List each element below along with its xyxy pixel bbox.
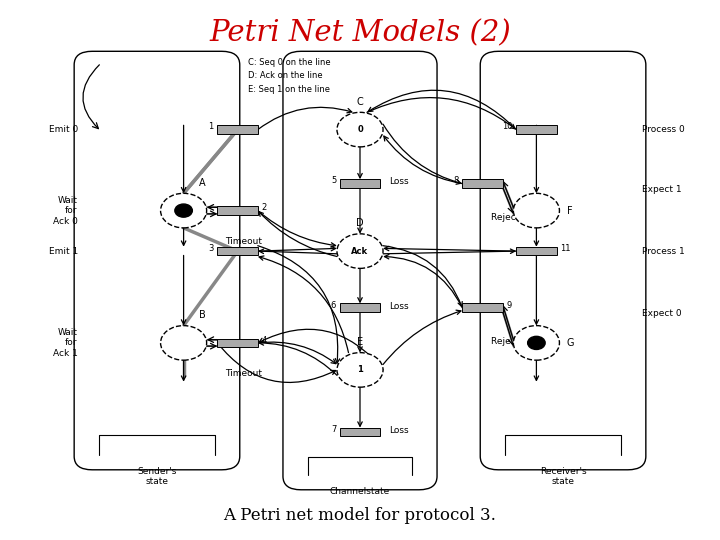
Circle shape <box>161 193 207 228</box>
Text: Process 1: Process 1 <box>642 247 685 255</box>
Text: Wait
for
Ack 1: Wait for Ack 1 <box>53 328 78 358</box>
Text: Reject 0: Reject 0 <box>491 213 528 222</box>
Text: A: A <box>199 178 205 188</box>
Text: A Petri net model for protocol 3.: A Petri net model for protocol 3. <box>224 507 496 524</box>
Bar <box>340 179 380 188</box>
Text: D: D <box>356 218 364 228</box>
Text: E: Seq 1 on the line: E: Seq 1 on the line <box>248 85 330 94</box>
Bar <box>462 303 503 312</box>
Text: 2: 2 <box>261 204 266 212</box>
Circle shape <box>337 353 383 387</box>
Circle shape <box>513 193 559 228</box>
Circle shape <box>513 326 559 360</box>
Text: Expect 0: Expect 0 <box>642 309 682 318</box>
Text: C: Seq 0 on the line: C: Seq 0 on the line <box>248 58 331 67</box>
Bar <box>340 303 380 312</box>
Text: Petri Net Models (2): Petri Net Models (2) <box>209 19 511 47</box>
Text: 11: 11 <box>560 244 571 253</box>
Text: 6: 6 <box>331 301 336 309</box>
Circle shape <box>337 234 383 268</box>
Text: Timeout: Timeout <box>225 369 262 378</box>
Text: C: C <box>356 97 364 107</box>
Text: Loss: Loss <box>389 426 408 435</box>
Text: Emit 1: Emit 1 <box>48 247 78 255</box>
Text: Process 0: Process 0 <box>642 125 685 134</box>
Bar <box>516 125 557 134</box>
Text: 9: 9 <box>506 301 511 309</box>
Text: 3: 3 <box>209 244 214 253</box>
Text: 8: 8 <box>454 177 459 185</box>
Bar <box>217 206 258 215</box>
Text: F: F <box>567 206 572 215</box>
Text: Timeout: Timeout <box>225 237 262 246</box>
Bar <box>217 339 258 347</box>
Bar <box>340 428 380 436</box>
Text: 1: 1 <box>209 123 214 131</box>
Text: 10: 10 <box>502 123 513 131</box>
Circle shape <box>528 336 545 349</box>
Text: 4: 4 <box>261 336 266 345</box>
Circle shape <box>161 326 207 360</box>
Text: Sender's
state: Sender's state <box>138 467 176 487</box>
Text: Reject 1: Reject 1 <box>491 338 528 347</box>
Text: 1: 1 <box>357 366 363 374</box>
Text: Receiver's
state: Receiver's state <box>540 467 586 487</box>
Text: 5: 5 <box>331 177 336 185</box>
Bar <box>217 247 258 255</box>
Text: 7: 7 <box>331 425 336 434</box>
Text: Emit 0: Emit 0 <box>48 125 78 134</box>
Text: Channelstate: Channelstate <box>330 487 390 496</box>
Text: B: B <box>199 310 205 320</box>
Bar <box>516 247 557 255</box>
Text: Ack: Ack <box>351 247 369 255</box>
Text: D: Ack on the line: D: Ack on the line <box>248 71 323 80</box>
Bar <box>217 125 258 134</box>
Text: E: E <box>357 337 363 347</box>
Text: G: G <box>567 338 574 348</box>
Circle shape <box>337 112 383 147</box>
Text: Loss: Loss <box>389 302 408 310</box>
Text: 0: 0 <box>357 125 363 134</box>
Text: Loss: Loss <box>389 178 408 186</box>
Text: Wait
for
Ack 0: Wait for Ack 0 <box>53 195 78 226</box>
Text: Expect 1: Expect 1 <box>642 185 682 193</box>
Bar <box>462 179 503 188</box>
Circle shape <box>175 204 192 217</box>
